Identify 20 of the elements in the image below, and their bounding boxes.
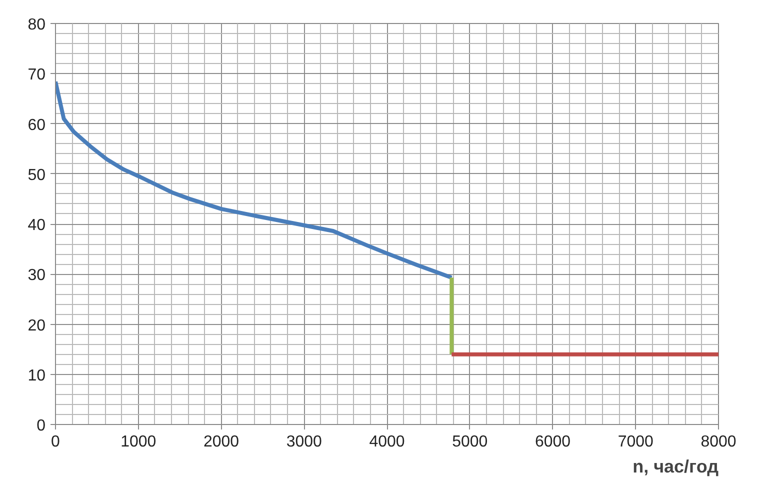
y-tick-label: 70 — [28, 66, 46, 84]
x-axis-title: n, час/год — [632, 456, 720, 476]
y-tick-label: 30 — [28, 267, 46, 284]
y-tick-label: 0 — [36, 418, 46, 434]
x-tick-label: 4000 — [369, 434, 405, 450]
line-series — [56, 80, 454, 280]
x-tick-label: 0 — [51, 434, 60, 450]
y-tick-label: 50 — [28, 166, 46, 184]
x-tick-label: 6000 — [534, 434, 571, 450]
x-tick-label: 2000 — [203, 434, 240, 450]
x-tick-label: 5000 — [452, 434, 488, 450]
y-tick-label: 60 — [28, 116, 46, 134]
x-tick-label: 8000 — [700, 434, 736, 450]
y-tick-label: 40 — [28, 217, 46, 234]
y-tick-label: 20 — [28, 317, 46, 334]
x-tick-label: 3000 — [286, 434, 322, 450]
y-tick-label: 10 — [28, 367, 46, 384]
x-tick-label: 7000 — [618, 434, 654, 450]
x-tick-label: 1000 — [120, 434, 156, 450]
y-tick-label: 80 — [28, 16, 46, 34]
